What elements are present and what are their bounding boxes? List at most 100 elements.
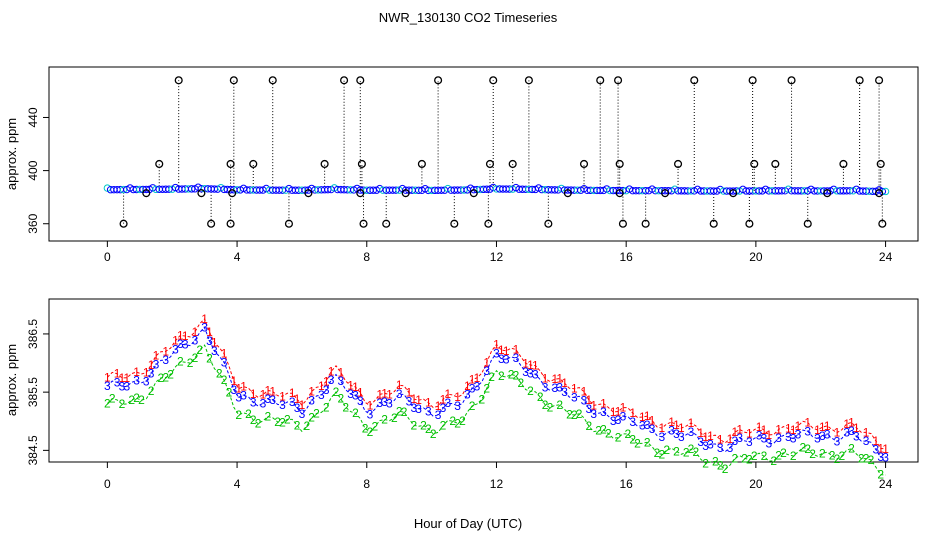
bottom-x-tick-label: 0 [104, 477, 111, 491]
series-1-point: 1 [727, 432, 734, 446]
series-3-point: 3 [775, 431, 782, 445]
series-3-point: 3 [211, 344, 218, 358]
flagged-point [615, 159, 624, 169]
top-x-tick-label: 4 [234, 250, 241, 264]
series-3-point: 3 [843, 426, 850, 440]
series-1-point: 1 [527, 358, 534, 372]
series-1-point: 1 [586, 393, 593, 407]
flagged-point [340, 76, 349, 85]
flagged-point [356, 189, 365, 198]
series-3-point: 3 [620, 409, 627, 423]
series-3-point: 3 [581, 393, 588, 407]
top-x-tick-label: 24 [879, 250, 893, 264]
top-x-tick-label: 8 [363, 250, 370, 264]
flagged-point [226, 219, 235, 228]
flagged-point [249, 159, 258, 169]
series-1-point: 1 [454, 390, 461, 404]
series-1-point: 1 [848, 415, 855, 429]
series-1-point: 1 [294, 392, 301, 406]
series-3-point: 3 [717, 441, 724, 455]
series-1-point: 1 [551, 372, 558, 386]
series-2-point: 2 [221, 373, 228, 387]
series-2-point: 2 [629, 432, 636, 446]
series-3-point: 3 [736, 431, 743, 445]
series-3-point: 3 [795, 428, 802, 442]
series-2-point: 2 [576, 407, 583, 421]
series-2-point: 2 [459, 414, 466, 428]
flagged-point [155, 159, 164, 169]
series-1-point: 1 [629, 406, 636, 420]
series-2-point: 2 [313, 406, 320, 420]
series-1-point: 1 [819, 420, 826, 434]
flagged-point [771, 159, 780, 169]
series-1-point: 1 [668, 415, 675, 429]
series-1-point: 1 [561, 376, 568, 390]
series-2-point: 2 [284, 412, 291, 426]
series-3-point: 3 [503, 353, 510, 367]
series-1-point: 1 [843, 417, 850, 431]
series-3-point: 3 [551, 381, 558, 395]
flagged-point [615, 189, 624, 198]
series-2-point: 2 [308, 411, 315, 425]
series-1-point: 1 [177, 328, 184, 342]
series-1-point: 1 [873, 434, 880, 448]
flagged-point [855, 76, 864, 85]
series-3-point: 3 [668, 424, 675, 438]
flagged-point [320, 159, 329, 169]
series-3-point: 3 [367, 407, 374, 421]
series-1-point: 1 [143, 366, 150, 380]
series-2-point: 2 [624, 427, 631, 441]
series-3-point: 3 [172, 342, 179, 356]
series-2-point: 2 [372, 420, 379, 434]
series-1-point: 1 [367, 399, 374, 413]
series-3-point: 3 [746, 435, 753, 449]
series-2-point: 2 [615, 431, 622, 445]
series-3-point: 3 [328, 373, 335, 387]
series-2-point: 2 [138, 393, 145, 407]
series-1-point: 1 [444, 387, 451, 401]
series-1-point: 1 [337, 365, 344, 379]
series-2-point: 2 [848, 442, 855, 456]
series-1-point: 1 [235, 382, 242, 396]
series-1-point: 1 [148, 358, 155, 372]
series-1-point: 1 [396, 378, 403, 392]
series-2-point: 2 [401, 405, 408, 419]
series-2-point: 2 [430, 427, 437, 441]
bottom-y-tick-label: 386.5 [26, 319, 40, 349]
bottom-x-tick-label: 20 [749, 477, 763, 491]
flagged-point [304, 189, 313, 198]
bottom-x-tick-label: 24 [879, 477, 893, 491]
series-3-point: 3 [352, 389, 359, 403]
series-1-point: 1 [736, 423, 743, 437]
series-2-point: 2 [454, 416, 461, 430]
series-2-point: 2 [693, 445, 700, 459]
series-3-point: 3 [269, 393, 276, 407]
series-1-point: 1 [814, 423, 821, 437]
top-x-axis: 0 4 8 12 16 20 24 [104, 241, 893, 264]
series-3-point: 3 [561, 385, 568, 399]
series-3-point: 3 [834, 434, 841, 448]
bottom-y-axis: 384.5 385.5 386.5 [26, 319, 49, 465]
series-1-point: 1 [318, 379, 325, 393]
series-1-point: 1 [644, 409, 651, 423]
series-2-point: 2 [702, 456, 709, 470]
series-3-point: 3 [522, 365, 529, 379]
flagged-point [878, 219, 887, 228]
series-1-point: 1 [532, 359, 539, 373]
bottom-x-tick-label: 8 [363, 477, 370, 491]
series-1-point: 1 [182, 329, 189, 343]
series-2-point: 2 [722, 462, 729, 476]
series-1-point: 1 [775, 422, 782, 436]
series-2-point: 2 [790, 449, 797, 463]
series-3-point: 3 [396, 387, 403, 401]
series-3-point: 3 [406, 394, 413, 408]
flagged-point [803, 219, 812, 228]
series-3-point: 3 [556, 380, 563, 394]
series-3-point: 3 [415, 402, 422, 416]
series-2-point: 2 [586, 419, 593, 433]
series-3-point: 3 [848, 424, 855, 438]
series-3-point: 3 [474, 380, 481, 394]
flagged-point [729, 189, 738, 198]
flagged-point [450, 219, 459, 228]
